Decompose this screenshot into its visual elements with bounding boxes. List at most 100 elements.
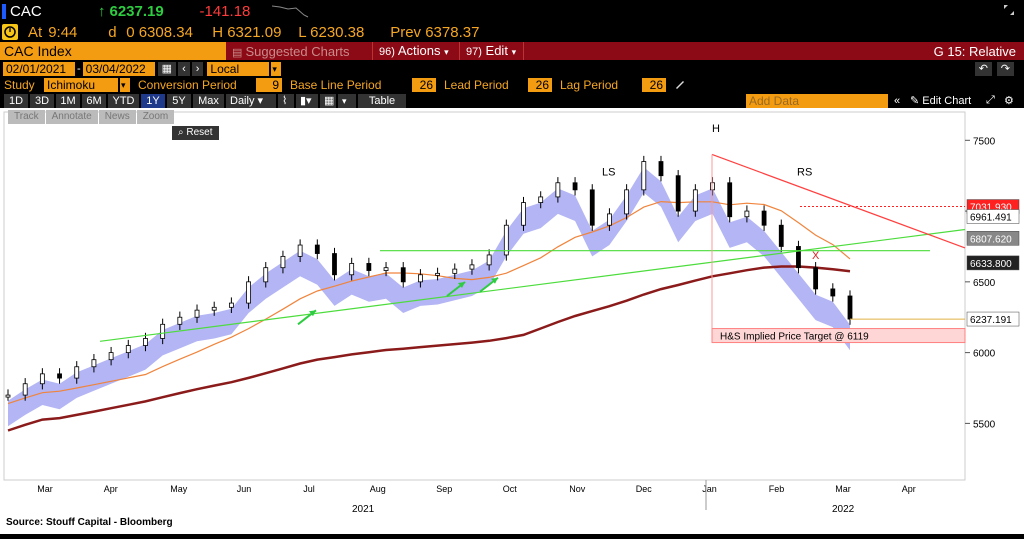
price-candle [263, 267, 269, 283]
period-3d[interactable]: 3D [30, 93, 54, 108]
expand-icon[interactable]: ⤢ [986, 94, 995, 106]
price-candle [418, 274, 423, 283]
price-candle [503, 224, 509, 256]
plot-frame [3, 111, 966, 481]
tool-annotate[interactable]: Annotate [45, 110, 98, 124]
calendar-icon[interactable]: ▦ [157, 61, 177, 76]
x-tick-label: Dec [636, 484, 653, 494]
price-candle [624, 189, 630, 215]
price-candle [435, 272, 440, 276]
reset-icon: ⌕ [178, 127, 187, 138]
price-label: 6961.491 [970, 213, 1012, 224]
lead-input[interactable]: 26 [528, 78, 552, 92]
edit-button[interactable]: 97) Edit ▾ [460, 42, 524, 60]
line-chart-icon[interactable]: ⌇ [278, 93, 294, 108]
y-tick-label: 6000 [973, 349, 996, 360]
start-date-input[interactable]: 02/01/2021 [3, 61, 75, 76]
price-candle [830, 288, 836, 297]
ticker-marker [2, 3, 6, 19]
add-data-input[interactable]: Add Data [746, 93, 888, 108]
tool-news[interactable]: News [98, 110, 136, 124]
period-row: 1D 3D 1M 6M YTD 1Y 5Y Max Daily ▾ ⌇ ▮▾ ▦ ▾ Tabl… [0, 93, 1024, 108]
demand-marker: d [108, 23, 117, 41]
y-tick-label: 6500 [973, 278, 996, 289]
window-control-icon[interactable] [1002, 3, 1016, 17]
study-select[interactable]: Ichimoku [44, 78, 118, 92]
tool-zoom[interactable]: Zoom [136, 110, 175, 124]
x-tick-label: Jul [303, 484, 315, 494]
actions-label: Actions [397, 43, 441, 58]
tool-track[interactable]: Track [8, 110, 45, 124]
period-6m[interactable]: 6M [82, 93, 106, 108]
pencil-icon[interactable] [674, 78, 686, 93]
quote-row: At 9:44 d 0 6308.34 H 6321.09 L 6230.38 … [0, 22, 1024, 42]
actions-num: 96) [379, 46, 395, 58]
edit-chart-button[interactable]: ✎ Edit Chart [910, 95, 972, 107]
security-field[interactable]: CAC Index [0, 42, 226, 60]
low-price: L 6230.38 [298, 23, 365, 41]
currency-select[interactable]: Local CCY [207, 61, 270, 90]
reset-button[interactable]: ⌕ Reset [172, 126, 219, 140]
year-label: 2021 [352, 504, 375, 515]
conversion-input[interactable]: 9 [256, 78, 282, 92]
next-period-icon[interactable]: › [191, 61, 204, 76]
x-tick-label: May [170, 484, 188, 494]
ichimoku-cloud [8, 167, 850, 427]
target-box [711, 328, 966, 344]
settings-icon[interactable]: ⚙ [1004, 95, 1014, 107]
lag-input[interactable]: 26 [642, 78, 666, 92]
suggested-charts-button[interactable]: ▤ Suggested Charts [226, 44, 372, 59]
price-candle [521, 202, 526, 226]
redo-icon[interactable]: ↷ [996, 61, 1014, 76]
chart-title: G 15: Relative [933, 43, 1016, 59]
currency-dropdown-icon[interactable]: ▾ [271, 61, 282, 76]
period-1m[interactable]: 1M [56, 93, 80, 108]
x-tick-label: Oct [503, 484, 518, 494]
frequency-select[interactable]: Daily ▾ [226, 93, 276, 108]
table-button[interactable]: Table [358, 93, 406, 108]
price-candle [143, 338, 148, 346]
price-candle [211, 306, 217, 311]
chart-area[interactable]: 75007000650060005500MarAprMayJunJulAugSe… [0, 108, 1024, 534]
edit-label: Edit [485, 43, 508, 58]
period-ytd[interactable]: YTD [108, 93, 139, 108]
annotation-ls: LS [602, 167, 615, 179]
price-candle [641, 161, 647, 191]
dropdown-icon[interactable]: ▾ [338, 93, 356, 108]
end-date-input[interactable]: 03/04/2022 [82, 61, 155, 76]
prev-period-icon[interactable]: ‹ [178, 61, 190, 76]
price-candle [194, 309, 200, 318]
undo-icon[interactable]: ↶ [974, 61, 992, 76]
price-candle [91, 359, 97, 368]
price-candle [572, 182, 578, 191]
green-arrowhead-icon [491, 277, 498, 284]
baseline-label: Base Line Period [290, 78, 382, 92]
baseline-input[interactable]: 26 [412, 78, 436, 92]
up-arrow-icon: ↑ [98, 2, 106, 20]
period-1d[interactable]: 1D [4, 93, 28, 108]
change: -141.18 [199, 2, 251, 20]
actions-button[interactable]: 96) Actions ▾ [372, 42, 460, 60]
x-tick-label: Apr [104, 484, 118, 494]
price-candle [607, 213, 612, 226]
time-icon[interactable] [2, 24, 18, 40]
sparkline-icon [271, 5, 308, 18]
ticker: CAC [10, 2, 42, 20]
price-label: 6237.191 [970, 315, 1012, 326]
period-max[interactable]: Max [193, 93, 224, 108]
price-candle [366, 263, 372, 271]
collapse-icon[interactable]: « [894, 94, 901, 107]
period-1y[interactable]: 1Y [141, 93, 165, 108]
price-candle [658, 161, 664, 177]
quote-time: 9:44 [48, 23, 78, 41]
price-candle [125, 345, 131, 354]
price-candle [796, 246, 801, 269]
price-candle [538, 196, 544, 203]
support-trendline [99, 228, 966, 342]
price-candle [160, 323, 166, 339]
grid-icon[interactable]: ▦ [320, 93, 336, 108]
period-5y[interactable]: 5Y [167, 93, 191, 108]
candle-chart-icon[interactable]: ▮▾ [296, 93, 318, 108]
price-chart[interactable]: 75007000650060005500MarAprMayJunJulAugSe… [0, 108, 1024, 534]
study-dropdown-icon[interactable]: ▾ [120, 78, 130, 92]
